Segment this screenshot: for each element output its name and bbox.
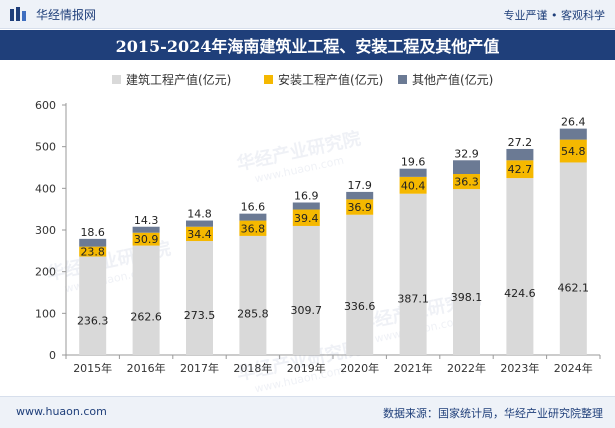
x-tick-label: 2020年 bbox=[340, 361, 379, 375]
bar-segment bbox=[399, 168, 427, 177]
bars bbox=[79, 128, 587, 355]
x-tick-label: 2018年 bbox=[233, 361, 272, 375]
data-label: 26.4 bbox=[561, 116, 586, 129]
bar-segment bbox=[559, 162, 587, 355]
data-label: 236.3 bbox=[77, 315, 109, 328]
data-label: 23.8 bbox=[80, 246, 105, 259]
bar-segment bbox=[239, 213, 267, 221]
data-label: 36.9 bbox=[347, 201, 372, 214]
data-label: 14.3 bbox=[134, 214, 159, 227]
data-label: 273.5 bbox=[184, 309, 216, 322]
bar-segment bbox=[239, 220, 267, 236]
data-label: 262.6 bbox=[130, 311, 162, 324]
bar-segment bbox=[559, 128, 587, 140]
website-link[interactable]: www.huaon.com bbox=[16, 405, 107, 418]
x-tick-label: 2022年 bbox=[447, 361, 486, 375]
data-label: 17.9 bbox=[347, 179, 372, 192]
bar-segment bbox=[79, 256, 107, 355]
footer: www.huaon.com 数据来源：国家统计局，华经产业研究院整理 bbox=[0, 396, 615, 428]
data-source: 数据来源：国家统计局，华经产业研究院整理 bbox=[383, 407, 603, 420]
legend-swatch bbox=[264, 75, 273, 84]
data-label: 14.8 bbox=[187, 208, 212, 221]
data-label: 27.2 bbox=[508, 136, 533, 149]
chart-title: 2015-2024年海南建筑业工程、安装工程及其他产值 bbox=[0, 30, 615, 60]
data-label: 336.6 bbox=[344, 300, 376, 313]
bar-segment bbox=[399, 176, 427, 194]
data-label: 42.7 bbox=[508, 163, 533, 176]
bar-segment bbox=[239, 235, 267, 355]
bar-segment bbox=[79, 246, 107, 257]
bar-segment bbox=[506, 160, 534, 179]
bar-segment bbox=[132, 232, 160, 246]
x-tick-label: 2019年 bbox=[287, 361, 326, 375]
brand[interactable]: 华经情报网 bbox=[10, 6, 96, 22]
legend-label: 其他产值(亿元) bbox=[412, 72, 493, 87]
legend-label: 建筑工程产值(亿元) bbox=[126, 72, 231, 87]
data-labels: 236.3 23.8 18.6 262.6 30.9 14.3 273.5 34.4 14.8 2… bbox=[77, 116, 589, 328]
y-tick-label: 0 bbox=[49, 349, 56, 362]
data-label: 462.1 bbox=[558, 282, 590, 295]
bar-segment bbox=[346, 214, 374, 355]
data-label: 18.6 bbox=[80, 226, 105, 239]
bar-segment bbox=[346, 191, 374, 200]
data-label: 16.9 bbox=[294, 190, 319, 203]
data-label: 309.7 bbox=[291, 304, 323, 317]
legend-swatch bbox=[398, 75, 407, 84]
bar-segment bbox=[559, 139, 587, 163]
y-tick-label: 300 bbox=[35, 224, 56, 237]
bar-segment bbox=[453, 160, 480, 174]
y-tick-label: 400 bbox=[35, 182, 56, 195]
stacked-bar-chart: 华经产业研究院www.huaon.com华经产业研究院www.huaon.com… bbox=[35, 72, 601, 394]
data-label: 424.6 bbox=[504, 287, 536, 300]
data-label: 34.4 bbox=[187, 228, 212, 241]
data-label: 32.9 bbox=[454, 147, 479, 160]
bar-segment bbox=[186, 220, 213, 227]
x-tick-label: 2015年 bbox=[73, 361, 112, 375]
bar-segment bbox=[186, 241, 213, 355]
bar-segment bbox=[506, 148, 534, 161]
bar-segment bbox=[132, 245, 160, 355]
y-tick-label: 600 bbox=[35, 99, 56, 112]
bar-segment bbox=[506, 178, 534, 355]
data-label: 39.4 bbox=[294, 212, 319, 225]
y-tick-label: 100 bbox=[35, 307, 56, 320]
bar-segment bbox=[292, 209, 320, 226]
brand-name: 华经情报网 bbox=[36, 7, 97, 22]
bar-segment bbox=[453, 189, 480, 355]
bar-segment bbox=[292, 225, 320, 355]
legend-label: 安装工程产值(亿元) bbox=[278, 72, 383, 87]
data-label: 16.6 bbox=[241, 201, 266, 214]
data-label: 285.8 bbox=[237, 307, 269, 320]
axes: 0 100 200 300 400 500 600 2015年 2016年 2017年 2018年 2… bbox=[35, 99, 601, 375]
legend: 建筑工程产值(亿元) 安装工程产值(亿元) 其他产值(亿元) bbox=[112, 72, 493, 87]
bar-segment bbox=[346, 199, 374, 215]
data-label: 30.9 bbox=[134, 233, 159, 246]
bar-segment bbox=[79, 238, 107, 247]
slogan: 专业严谨 • 客观科学 bbox=[503, 9, 605, 22]
bar-segment bbox=[399, 193, 427, 355]
x-tick-label: 2023年 bbox=[500, 361, 539, 375]
x-tick-label: 2016年 bbox=[127, 361, 166, 375]
data-label: 398.1 bbox=[451, 291, 483, 304]
x-tick-label: 2017年 bbox=[180, 361, 219, 375]
data-label: 387.1 bbox=[397, 293, 429, 306]
data-label: 36.3 bbox=[454, 176, 479, 189]
data-label: 40.4 bbox=[401, 179, 426, 192]
y-tick-label: 500 bbox=[35, 141, 56, 154]
data-label: 54.8 bbox=[561, 145, 586, 158]
data-label: 36.8 bbox=[241, 222, 266, 235]
bar-segment bbox=[453, 174, 480, 190]
x-tick-label: 2024年 bbox=[554, 361, 593, 375]
legend-swatch bbox=[112, 75, 121, 84]
bar-segment bbox=[186, 226, 213, 242]
data-label: 19.6 bbox=[401, 156, 426, 169]
y-tick-label: 200 bbox=[35, 266, 56, 279]
bar-segment bbox=[292, 202, 320, 210]
bar-segment bbox=[132, 226, 160, 233]
logo-icon bbox=[10, 7, 26, 21]
x-tick-label: 2021年 bbox=[394, 361, 433, 375]
top-bar: 华经情报网 专业严谨 • 客观科学 bbox=[0, 0, 615, 29]
